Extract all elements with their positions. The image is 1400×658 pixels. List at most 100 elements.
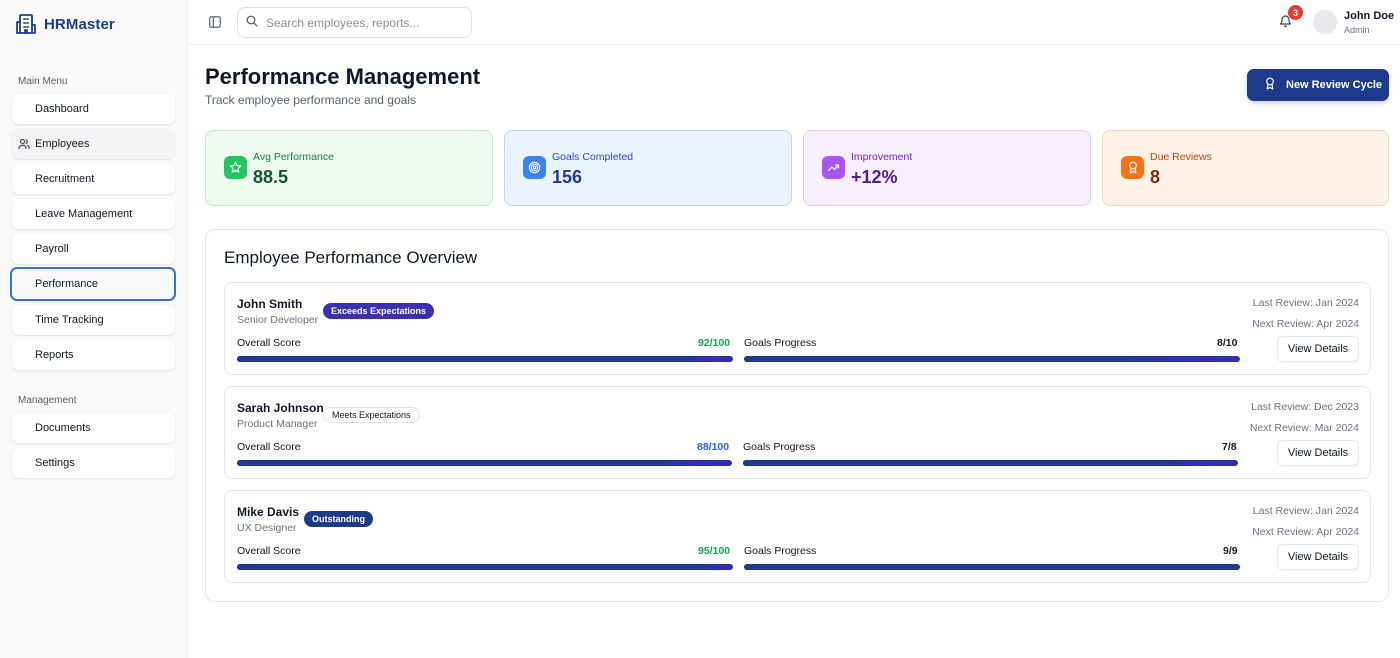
goals-progress-label: Goals Progress — [744, 545, 817, 557]
avatar[interactable] — [1313, 10, 1337, 34]
sidebar-item-label: Leave Management — [35, 208, 133, 220]
sidebar-item-label: Payroll — [35, 243, 69, 255]
stat-card-improvement: Improvement +12% — [803, 130, 1091, 206]
overall-score-fill — [237, 460, 673, 466]
goals-progress-label: Goals Progress — [744, 337, 817, 349]
sidebar-item-label: Recruitment — [35, 173, 95, 185]
last-review: Last Review: Dec 2023 — [1251, 401, 1359, 413]
sidebar-item-label: Settings — [35, 457, 75, 469]
overall-score-label: Overall Score — [237, 337, 301, 349]
employee-name: John Smith — [237, 297, 303, 311]
search-icon — [246, 14, 258, 32]
sidebar-toggle-icon[interactable] — [209, 15, 221, 33]
goals-progress-value: 7/8 — [1222, 441, 1237, 453]
overall-score-bar — [237, 356, 733, 362]
sidebar-item-label: Reports — [35, 349, 74, 361]
award-icon — [1247, 77, 1286, 93]
overall-score-bar — [237, 460, 732, 466]
stat-label: Avg Performance — [253, 151, 334, 163]
management-label: Management — [18, 395, 77, 406]
overall-score-fill — [237, 356, 694, 362]
page-title: Performance Management — [205, 64, 481, 89]
sidebar-item-label: Dashboard — [35, 103, 89, 115]
brand[interactable]: HRMaster — [15, 13, 115, 35]
goals-progress-value: 9/9 — [1223, 545, 1238, 557]
new-review-cycle-button[interactable]: New Review Cycle — [1247, 69, 1389, 101]
employee-card: John Smith Senior Developer Exceeds Expe… — [224, 282, 1371, 375]
last-review: Last Review: Jan 2024 — [1252, 297, 1359, 309]
top-bar: 3 John Doe Admin — [188, 0, 1400, 45]
sidebar-item-time-tracking[interactable]: Time Tracking — [12, 305, 175, 335]
overall-score-value: 92/100 — [698, 337, 731, 349]
search-box[interactable] — [237, 7, 472, 38]
sidebar-item-reports[interactable]: Reports — [12, 340, 175, 370]
sidebar: HRMaster Main Menu Dashboard Employees R… — [0, 0, 188, 658]
stat-card-due-reviews: Due Reviews 8 — [1102, 130, 1389, 206]
performance-overview: Employee Performance Overview John Smith… — [205, 229, 1389, 602]
overall-score-label: Overall Score — [237, 441, 301, 453]
employee-name: Mike Davis — [237, 505, 300, 519]
employee-card: Mike Davis UX Designer Outstanding Overa… — [224, 490, 1371, 583]
stat-label: Due Reviews — [1150, 151, 1212, 163]
stat-label: Improvement — [851, 151, 913, 163]
user-role: Admin — [1344, 25, 1370, 35]
rating-badge: Exceeds Expectations — [323, 303, 435, 319]
goals-progress-fill — [743, 460, 1177, 466]
employee-role: UX Designer — [237, 522, 297, 534]
next-review: Next Review: Mar 2024 — [1249, 422, 1359, 434]
sidebar-item-label: Performance — [35, 278, 98, 290]
rating-badge: Outstanding — [304, 511, 373, 527]
sidebar-item-documents[interactable]: Documents — [12, 413, 175, 443]
trending-up-icon — [822, 156, 845, 179]
view-details-button[interactable]: View Details — [1277, 336, 1359, 362]
stat-card-avg-performance: Avg Performance 88.5 — [205, 130, 493, 206]
next-review: Next Review: Apr 2024 — [1252, 318, 1359, 330]
stat-value: +12% — [851, 167, 898, 187]
sidebar-item-settings[interactable]: Settings — [12, 448, 175, 478]
next-review: Next Review: Apr 2024 — [1252, 526, 1359, 538]
search-input[interactable] — [266, 15, 456, 30]
bell-icon[interactable] — [1279, 14, 1292, 33]
target-icon — [523, 156, 546, 179]
goals-progress-bar — [744, 356, 1240, 362]
overall-score-bar — [237, 564, 733, 570]
goals-progress-bar — [744, 564, 1240, 570]
overall-score-value: 88/100 — [697, 441, 730, 453]
employee-card: Sarah Johnson Product Manager Meets Expe… — [224, 386, 1371, 479]
overall-score-value: 95/100 — [698, 545, 731, 557]
sidebar-item-leave-management[interactable]: Leave Management — [12, 199, 175, 229]
goals-progress-fill — [744, 356, 1141, 362]
goals-progress-bar — [743, 460, 1238, 466]
sidebar-item-label: Employees — [35, 138, 90, 150]
overall-score-fill — [237, 564, 709, 570]
rating-badge: Meets Expectations — [323, 407, 420, 423]
goals-progress-label: Goals Progress — [743, 441, 816, 453]
goals-progress-value: 8/10 — [1217, 337, 1238, 349]
main-menu-label: Main Menu — [18, 76, 68, 87]
overview-title: Employee Performance Overview — [224, 248, 478, 267]
goals-progress-fill — [744, 564, 1240, 570]
star-icon — [224, 156, 247, 179]
stat-value: 8 — [1150, 167, 1161, 187]
users-icon — [18, 138, 30, 153]
view-details-button[interactable]: View Details — [1277, 440, 1359, 466]
stat-value: 156 — [552, 167, 583, 187]
stat-label: Goals Completed — [552, 151, 634, 163]
notification-badge[interactable]: 3 — [1288, 5, 1303, 20]
employee-role: Senior Developer — [237, 314, 319, 326]
new-review-cycle-label: New Review Cycle — [1286, 79, 1382, 91]
sidebar-item-label: Documents — [35, 422, 91, 434]
award-icon — [1121, 156, 1144, 179]
employee-name: Sarah Johnson — [237, 401, 324, 415]
sidebar-item-label: Time Tracking — [35, 314, 104, 326]
sidebar-item-payroll[interactable]: Payroll — [12, 234, 175, 264]
sidebar-item-recruitment[interactable]: Recruitment — [12, 164, 175, 194]
overall-score-label: Overall Score — [237, 545, 301, 557]
sidebar-item-performance[interactable]: Performance — [10, 267, 176, 301]
sidebar-item-employees[interactable]: Employees — [12, 129, 175, 159]
user-name[interactable]: John Doe — [1344, 10, 1395, 22]
employee-role: Product Manager — [237, 418, 318, 430]
view-details-button[interactable]: View Details — [1277, 544, 1359, 570]
sidebar-item-dashboard[interactable]: Dashboard — [12, 94, 175, 124]
stat-card-goals-completed: Goals Completed 156 — [504, 130, 792, 206]
